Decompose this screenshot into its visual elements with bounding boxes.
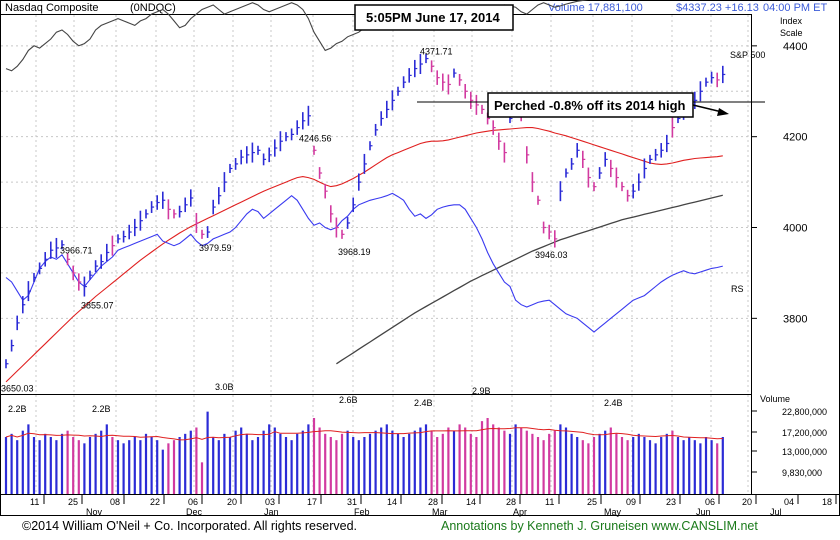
x-month-label: Dec bbox=[186, 507, 203, 517]
price-panel bbox=[0, 14, 752, 395]
x-day-label: 17 bbox=[307, 497, 317, 507]
price-label: 4246.56 bbox=[299, 134, 332, 144]
x-day-label: 04 bbox=[784, 497, 794, 507]
volume-tick-label: 17,200,000 bbox=[782, 428, 827, 438]
x-month-label: Jul bbox=[770, 507, 782, 517]
volume-peak-label: 2.9B bbox=[472, 386, 491, 396]
volume-peak-label: 2.4B bbox=[604, 398, 623, 408]
x-month-label: Apr bbox=[513, 507, 527, 517]
x-day-label: 28 bbox=[428, 497, 438, 507]
x-month-label: Nov bbox=[86, 507, 103, 517]
x-day-label: 06 bbox=[705, 497, 715, 507]
index-name: Nasdaq Composite bbox=[5, 2, 99, 14]
x-day-label: 18 bbox=[822, 497, 832, 507]
price-labels: 3650.03 3966.71 3855.07 3979.59 4246.56 3968.… bbox=[1, 47, 568, 394]
sp500-label: S&P 500 bbox=[730, 50, 765, 60]
volume-ma-layer bbox=[5, 427, 723, 441]
x-day-label: 20 bbox=[227, 497, 237, 507]
x-month-label: Feb bbox=[354, 507, 370, 517]
x-day-label: 28 bbox=[506, 497, 516, 507]
price-label: 3855.07 bbox=[81, 300, 114, 310]
x-day-label: 06 bbox=[188, 497, 198, 507]
volume-peak-label: 2.2B bbox=[92, 404, 111, 414]
price-tick-label: 4200 bbox=[783, 132, 807, 144]
x-day-label: 22 bbox=[150, 497, 160, 507]
price-label: 3966.71 bbox=[60, 246, 93, 256]
x-day-label: 25 bbox=[587, 497, 597, 507]
volume-tick-label: 22,800,000 bbox=[782, 407, 827, 417]
volume-tick-label: 13,000,000 bbox=[782, 447, 827, 457]
volume-title: Volume bbox=[760, 394, 790, 404]
rs-layer bbox=[5, 192, 723, 333]
timestamp-text: 5:05PM June 17, 2014 bbox=[366, 10, 500, 25]
price-grid bbox=[1, 15, 751, 394]
price-label: 3968.19 bbox=[338, 247, 371, 257]
price-tick-label: 4400 bbox=[783, 41, 807, 53]
time-readout: 04:00 PM ET bbox=[763, 2, 827, 14]
x-day-label: 08 bbox=[110, 497, 120, 507]
price-tick-label: 4000 bbox=[783, 223, 807, 235]
x-axis-ticks: 11 25 08 22 06 20 03 17 31 14 28 14 28 11 25 09 23 06 20 04… bbox=[30, 494, 837, 517]
annotation-box bbox=[487, 92, 694, 118]
scale-label: Scale bbox=[780, 28, 803, 38]
x-day-label: 03 bbox=[265, 497, 275, 507]
x-day-label: 11 bbox=[545, 497, 554, 507]
x-month-label: May bbox=[604, 507, 622, 517]
x-month-label: Jan bbox=[264, 507, 279, 517]
annotation-arrow bbox=[692, 104, 723, 113]
volume-readout: Volume 17,881,100 bbox=[548, 2, 643, 14]
x-day-label: 25 bbox=[68, 497, 78, 507]
price-label: 3946.03 bbox=[535, 250, 568, 260]
rs-line bbox=[5, 192, 723, 333]
volume-peak-label: 2.4B bbox=[414, 398, 433, 408]
price-label: 3650.03 bbox=[1, 383, 34, 393]
x-day-label: 11 bbox=[30, 497, 39, 507]
volume-bars bbox=[4, 411, 724, 494]
volume-peak-label: 2.2B bbox=[8, 404, 27, 414]
volume-tick-label: 9,830,000 bbox=[782, 468, 822, 478]
x-month-label: Mar bbox=[432, 507, 448, 517]
index-symbol: (0NDQC) bbox=[130, 2, 176, 14]
timestamp-box bbox=[354, 4, 514, 31]
x-day-label: 23 bbox=[666, 497, 676, 507]
volume-ma-line bbox=[5, 427, 723, 441]
annotation-credit: Annotations by Kenneth J. Gruneisen www.… bbox=[441, 519, 758, 533]
volume-labels: 2.2B 2.2B 3.0B 2.6B 2.4B 2.9B 2.4B bbox=[8, 382, 623, 414]
volume-peak-label: 3.0B bbox=[215, 382, 234, 392]
x-month-label: Jun bbox=[696, 507, 711, 517]
rs-label: RS bbox=[731, 284, 744, 294]
ma200-line bbox=[336, 194, 723, 365]
ma200-layer bbox=[336, 194, 723, 365]
price-tick-label: 3800 bbox=[783, 313, 807, 325]
price-readout: $4337.23 +16.13 bbox=[676, 2, 759, 14]
x-day-label: 31 bbox=[347, 497, 357, 507]
x-day-label: 14 bbox=[466, 497, 476, 507]
price-label: 3979.59 bbox=[199, 243, 232, 253]
x-day-label: 09 bbox=[626, 497, 636, 507]
price-bars bbox=[5, 54, 726, 369]
volume-grid bbox=[35, 395, 749, 494]
price-label: 4371.71 bbox=[420, 47, 453, 57]
volume-axis-ticks: 22,800,000 17,200,000 13,000,000 9,830,000 bbox=[751, 407, 827, 478]
copyright-notice: ©2014 William O'Neil + Co. Incorporated.… bbox=[22, 519, 357, 533]
volume-peak-label: 2.6B bbox=[339, 395, 358, 405]
price-axis-ticks: 3800 4000 4200 4400 bbox=[751, 41, 807, 325]
x-day-label: 14 bbox=[387, 497, 397, 507]
index-label: Index bbox=[780, 16, 803, 26]
x-day-label: 20 bbox=[742, 497, 752, 507]
annotation-text: Perched -0.8% off its 2014 high bbox=[494, 98, 686, 113]
annotation-arrowhead bbox=[717, 108, 729, 116]
